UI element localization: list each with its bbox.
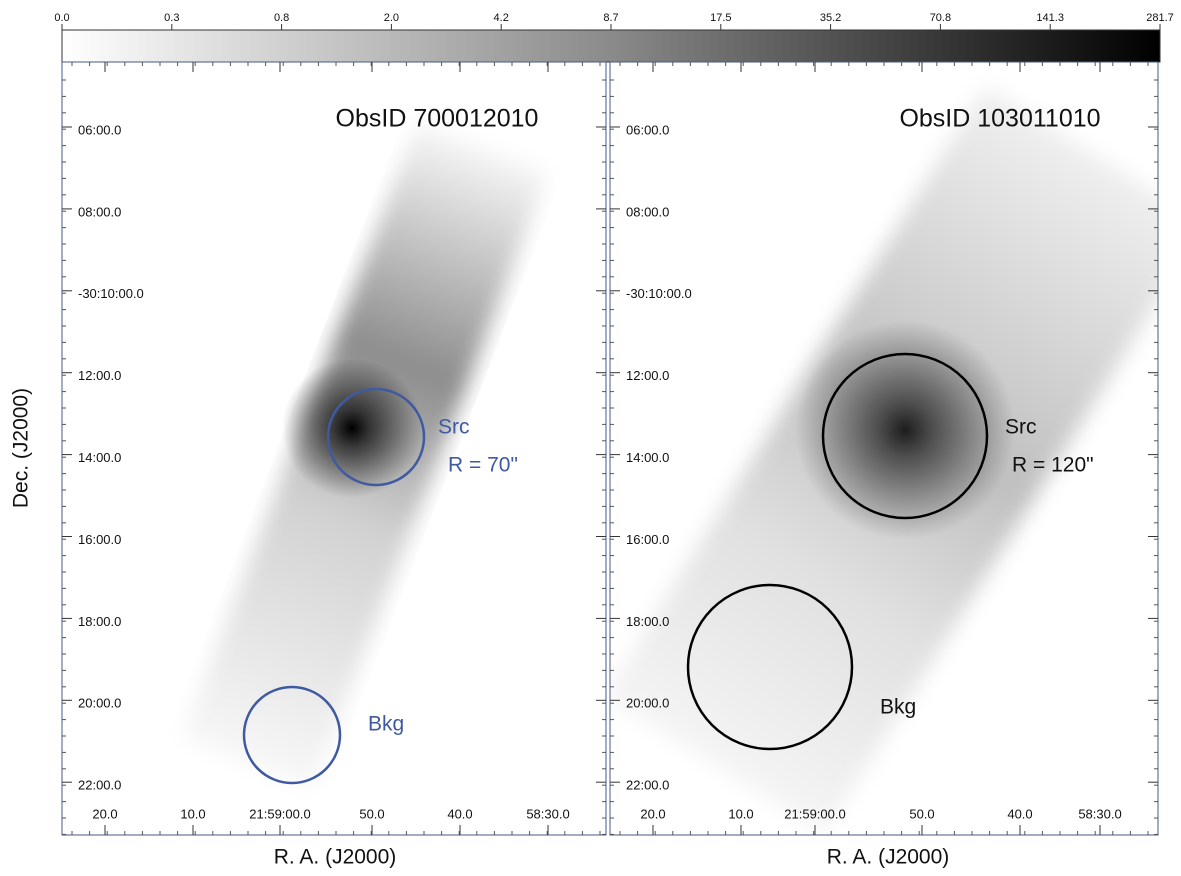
ra-tick-label: 21:59:00.0 [784,806,845,821]
dec-tick-label: 06:00.0 [78,122,121,137]
ra-tick-label: 20.0 [92,806,117,821]
dec-tick-label: 08:00.0 [78,204,121,219]
colorbar-label: 70.8 [930,12,951,24]
bkg-label: Bkg [368,713,404,736]
ra-tick-label: 20.0 [640,806,665,821]
colorbar-label: 4.2 [494,12,509,24]
colorbar-label: 17.5 [710,12,731,24]
dec-tick-label: 14:00.0 [78,450,121,465]
image-right [610,85,1158,835]
ra-tick-label: 40.0 [447,806,472,821]
dec-tick-label: 14:00.0 [626,450,669,465]
colorbar-label: 0.3 [164,12,179,24]
dec-tick-label: 20:00.0 [78,696,121,711]
y-axis-label: Dec. (J2000) [10,388,33,508]
colorbar-label: 0.0 [54,12,69,24]
src-region [326,387,426,487]
colorbar-label: 8.7 [603,12,618,24]
panel-title: ObsID 700012010 [336,105,539,133]
dec-tick-label: 06:00.0 [626,122,669,137]
dec-tick-label: 08:00.0 [626,204,669,219]
ra-tick-label: 10.0 [728,806,753,821]
ra-tick-label: 21:59:00.0 [249,806,310,821]
ra-tick-label: 50.0 [359,806,384,821]
dec-tick-label: 12:00.0 [78,368,121,383]
x-axis-label: R. A. (J2000) [827,846,950,869]
dec-tick-label: 12:00.0 [626,368,669,383]
ra-tick-label: 58:30.0 [526,806,569,821]
colorbar-label: 281.7 [1146,12,1174,24]
colorbar [61,29,1161,63]
dec-tick-label: -30:10:00.0 [78,286,144,301]
dec-tick-label: 22:00.0 [626,778,669,793]
dec-tick-label: 20:00.0 [626,696,669,711]
ra-tick-label: 50.0 [909,806,934,821]
dec-tick-label: 16:00.0 [78,532,121,547]
x-axis-label: R. A. (J2000) [274,846,397,869]
ra-tick-label: 10.0 [180,806,205,821]
panel-title: ObsID 103011010 [899,105,1100,133]
src-label: Src [1005,416,1037,439]
colorbar-label: 141.3 [1036,12,1064,24]
radius-label: R = 70" [448,454,518,477]
radius-label: R = 120" [1012,454,1094,477]
colorbar-label: 0.8 [274,12,289,24]
dec-tick-label: 18:00.0 [78,614,121,629]
image-left [181,121,549,789]
bkg-label: Bkg [880,696,916,719]
dec-tick-label: 18:00.0 [626,614,669,629]
colorbar-label: 2.0 [384,12,399,24]
ra-tick-label: 58:30.0 [1078,806,1121,821]
dec-tick-label: 22:00.0 [78,778,121,793]
ra-tick-label: 40.0 [1007,806,1032,821]
dec-tick-label: -30:10:00.0 [626,286,692,301]
dec-tick-label: 16:00.0 [626,532,669,547]
bkg-region [242,685,342,785]
src-region [821,352,989,520]
bkg-region [686,583,854,751]
colorbar-label: 35.2 [820,12,841,24]
panel-frame [61,61,607,836]
src-label: Src [438,416,470,439]
